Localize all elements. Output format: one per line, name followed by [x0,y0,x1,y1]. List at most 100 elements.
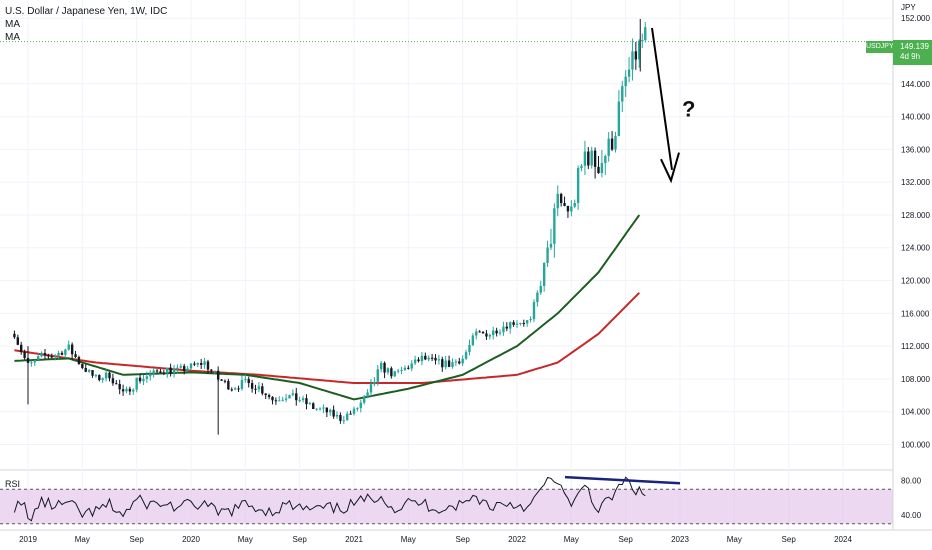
candle-body [142,378,145,382]
candle-body [329,409,332,413]
candle-body [444,360,447,368]
candle-body [291,393,295,396]
candle-body [64,349,67,355]
candle-body [495,330,498,334]
candle-body [546,247,549,263]
candle-body [20,344,23,352]
candle-body [244,379,247,381]
x-tick-label: May [727,535,742,544]
candle-body [424,355,427,360]
candle-body [576,168,580,203]
x-tick-label: 2024 [834,535,852,544]
candle-body [125,388,128,392]
candle-body [403,367,407,371]
candle-body [274,400,278,402]
candle-body [532,302,536,320]
candle-body [604,155,607,164]
candle-body [437,359,441,361]
candle-body [624,76,627,87]
candle-body [104,372,108,379]
candle-body [376,369,379,382]
moving-averages [14,214,641,401]
candle-body [16,337,20,345]
candle-body [264,393,267,396]
candle-body [284,398,288,400]
candle-body [342,420,346,422]
y-tick-label: 128.000 [901,211,930,220]
candle-body [400,370,403,372]
candle-body [53,355,57,357]
price-axis[interactable]: JPY 100.000 104.000 108.000 112.000 116.000 12… [892,0,930,530]
candle-body [40,352,43,357]
legend-ma-fast[interactable]: MA [5,19,20,30]
candle-body [614,135,617,150]
x-tick-label: Sep [130,535,145,544]
candle-body [179,366,183,368]
candle-body [118,384,121,390]
x-tick-label: Sep [456,535,471,544]
candle-body [325,407,329,413]
candle-body [203,361,206,365]
candle-body [213,370,216,372]
candle-body [420,355,424,362]
legend-symbol-title[interactable]: U.S. Dollar / Japanese Yen, 1W, IDC [5,6,168,17]
candle-body [553,208,556,244]
candle-body [580,165,583,169]
y-tick-label: 120.000 [901,277,930,286]
candle-body [468,344,471,353]
candle-body [379,362,383,370]
ma-slow-line [14,292,641,384]
candle-body [335,414,339,417]
candle-body [617,101,621,136]
question-mark: ? [682,97,695,122]
arrow-head [660,152,680,184]
candle-body [138,377,142,382]
time-axis[interactable]: 2019 May Sep 2020 May Sep 2021 May Sep 2022 May Sep… [0,529,932,544]
grid-lines [0,0,893,530]
candle-body [590,150,593,166]
candle-body [434,357,437,361]
candle-body [98,375,101,380]
candle-body [172,368,176,374]
candle-body [67,344,70,350]
candle-body [627,69,631,77]
candle-body [155,370,159,372]
x-tick-label: 2023 [671,535,689,544]
candle-body [318,408,322,410]
candle-body [227,380,230,390]
y-tick-label: 132.000 [901,178,930,187]
rsi-label[interactable]: RSI [5,479,21,489]
last-price: 149.139 [900,42,929,51]
candle-body [193,363,196,365]
candle-body [522,323,525,325]
candle-body [145,376,149,379]
y-tick-label: 136.000 [901,145,930,154]
candle-body [417,359,420,362]
candle-body [413,359,417,364]
candle-body [220,379,223,381]
candle-body [349,413,352,415]
candle-body [322,407,325,409]
candle-body [206,361,210,370]
candle-body [50,356,53,358]
candle-body [240,380,244,389]
candle-body [30,362,33,364]
candle-body [356,408,359,410]
candle-body [407,367,410,369]
candle-body [556,193,559,209]
candle-body [111,378,115,384]
candle-body [261,386,264,394]
candle-body [536,292,539,303]
candle-body [542,262,546,286]
ma-fast-line [14,214,641,401]
candle-body [607,138,610,156]
candle-body [390,368,393,377]
candle-body [189,363,193,369]
candle-body [94,375,98,377]
candle-body [128,388,132,392]
candle-body [634,51,638,60]
legend-ma-slow[interactable]: MA [5,32,20,43]
candle-body [502,326,505,333]
candle-body [257,386,261,390]
